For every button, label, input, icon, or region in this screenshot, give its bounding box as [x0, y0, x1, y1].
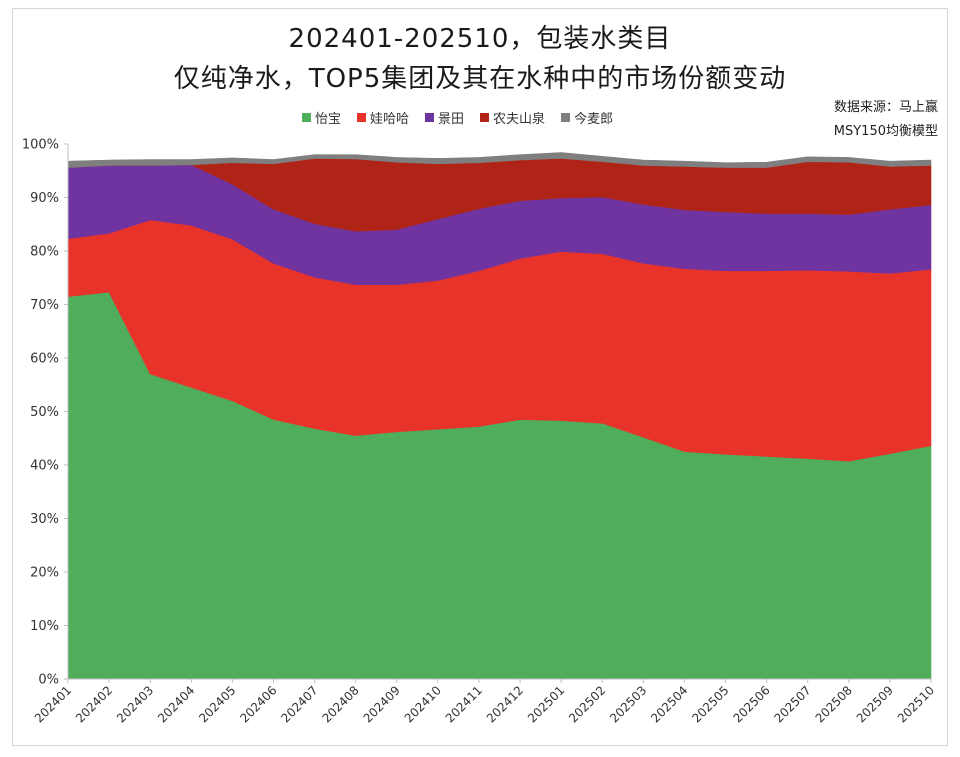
- x-tick-label: 202505: [689, 683, 731, 725]
- chart-legend: 怡宝 娃哈哈 景田 农夫山泉 今麦郎: [302, 108, 629, 127]
- legend-label: 景田: [438, 111, 465, 127]
- x-tick-label: 202411: [443, 683, 485, 725]
- legend-swatch: [480, 112, 490, 122]
- y-tick-label: 60%: [30, 352, 59, 367]
- y-tick-label: 0%: [38, 673, 59, 688]
- x-tick-label: 202401: [32, 683, 74, 725]
- x-tick-label: 202509: [854, 683, 896, 725]
- legend-label: 娃哈哈: [370, 111, 410, 127]
- x-tick-label: 202402: [73, 683, 115, 725]
- x-tick-label: 202503: [607, 683, 649, 725]
- y-tick-label: 10%: [30, 619, 59, 634]
- x-tick-label: 202502: [566, 683, 608, 725]
- y-tick-label: 40%: [30, 459, 59, 474]
- x-tick-label: 202409: [361, 683, 403, 725]
- legend-item: 景田: [425, 108, 464, 127]
- chart-title-line2: 仅纯净水，TOP5集团及其在水种中的市场份额变动: [173, 64, 787, 94]
- x-tick-label: 202504: [648, 683, 690, 725]
- data-source: 数据来源：马上赢 MSY150均衡模型: [834, 96, 938, 144]
- x-tick-label: 202501: [525, 683, 567, 725]
- x-tick-label: 202508: [813, 683, 855, 725]
- legend-label: 农夫山泉: [493, 111, 546, 127]
- x-tick-label: 202410: [402, 683, 444, 725]
- x-tick-label: 202408: [319, 683, 361, 725]
- legend-swatch: [561, 112, 571, 122]
- legend-label: 怡宝: [315, 111, 342, 127]
- x-tick-label: 202404: [155, 683, 197, 725]
- x-tick-label: 202407: [278, 683, 320, 725]
- y-tick-label: 80%: [30, 245, 59, 260]
- x-tick-label: 202405: [196, 683, 238, 725]
- y-tick-label: 20%: [30, 566, 59, 581]
- legend-item: 农夫山泉: [480, 108, 545, 127]
- y-tick-label: 50%: [30, 405, 59, 420]
- legend-label: 今麦郎: [574, 111, 614, 127]
- chart-title-line1: 202401-202510，包装水类目: [288, 24, 672, 54]
- legend-item: 娃哈哈: [357, 108, 409, 127]
- x-tick-label: 202403: [114, 683, 156, 725]
- legend-item: 怡宝: [302, 108, 341, 127]
- y-tick-label: 90%: [30, 191, 59, 206]
- x-tick-label: 202506: [730, 683, 772, 725]
- y-tick-label: 70%: [30, 298, 59, 313]
- legend-swatch: [357, 112, 367, 122]
- legend-item: 今麦郎: [561, 108, 613, 127]
- x-tick-label: 202507: [772, 683, 814, 725]
- x-tick-label: 202510: [895, 683, 937, 725]
- data-source-line1: 数据来源：马上赢: [833, 100, 938, 115]
- area-series-今麦郎: [67, 152, 932, 168]
- legend-swatch: [302, 112, 311, 122]
- legend-swatch: [425, 112, 435, 122]
- data-source-line2: MSY150均衡模型: [833, 124, 938, 139]
- x-tick-label: 202412: [484, 683, 526, 725]
- y-tick-label: 100%: [22, 138, 59, 153]
- x-tick-label: 202406: [237, 683, 279, 725]
- y-tick-label: 30%: [30, 512, 59, 527]
